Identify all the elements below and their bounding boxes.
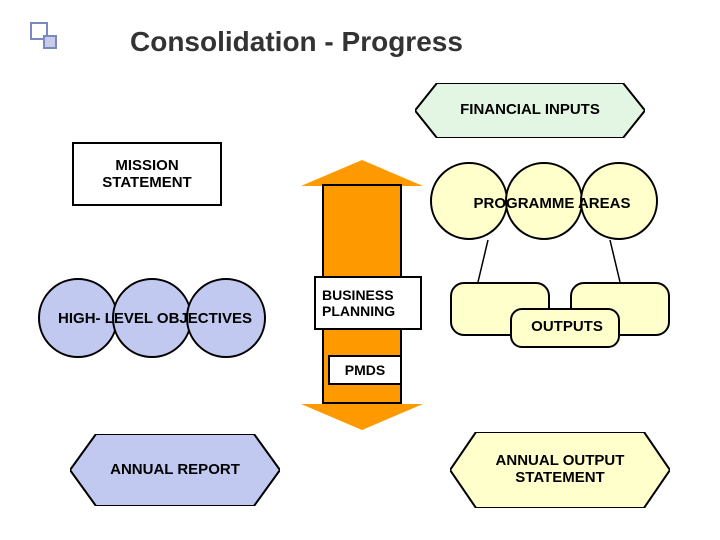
annual-output-label: ANNUAL OUTPUT STATEMENT xyxy=(450,452,670,486)
financial-inputs-label: FINANCIAL INPUTS xyxy=(415,101,645,118)
high-level-objectives-label: HIGH- LEVEL OBJECTIVES xyxy=(30,310,280,327)
center-arrow-bottom xyxy=(301,404,423,430)
center-arrow-top xyxy=(301,160,423,186)
outputs-label: OUTPUTS xyxy=(522,318,612,335)
annual-report-label: ANNUAL REPORT xyxy=(70,461,280,478)
programme-areas-label: PROGRAMME AREAS xyxy=(432,195,672,212)
business-planning-box: BUSINESS PLANNING xyxy=(314,276,422,330)
pmds-box: PMDS xyxy=(328,355,402,385)
